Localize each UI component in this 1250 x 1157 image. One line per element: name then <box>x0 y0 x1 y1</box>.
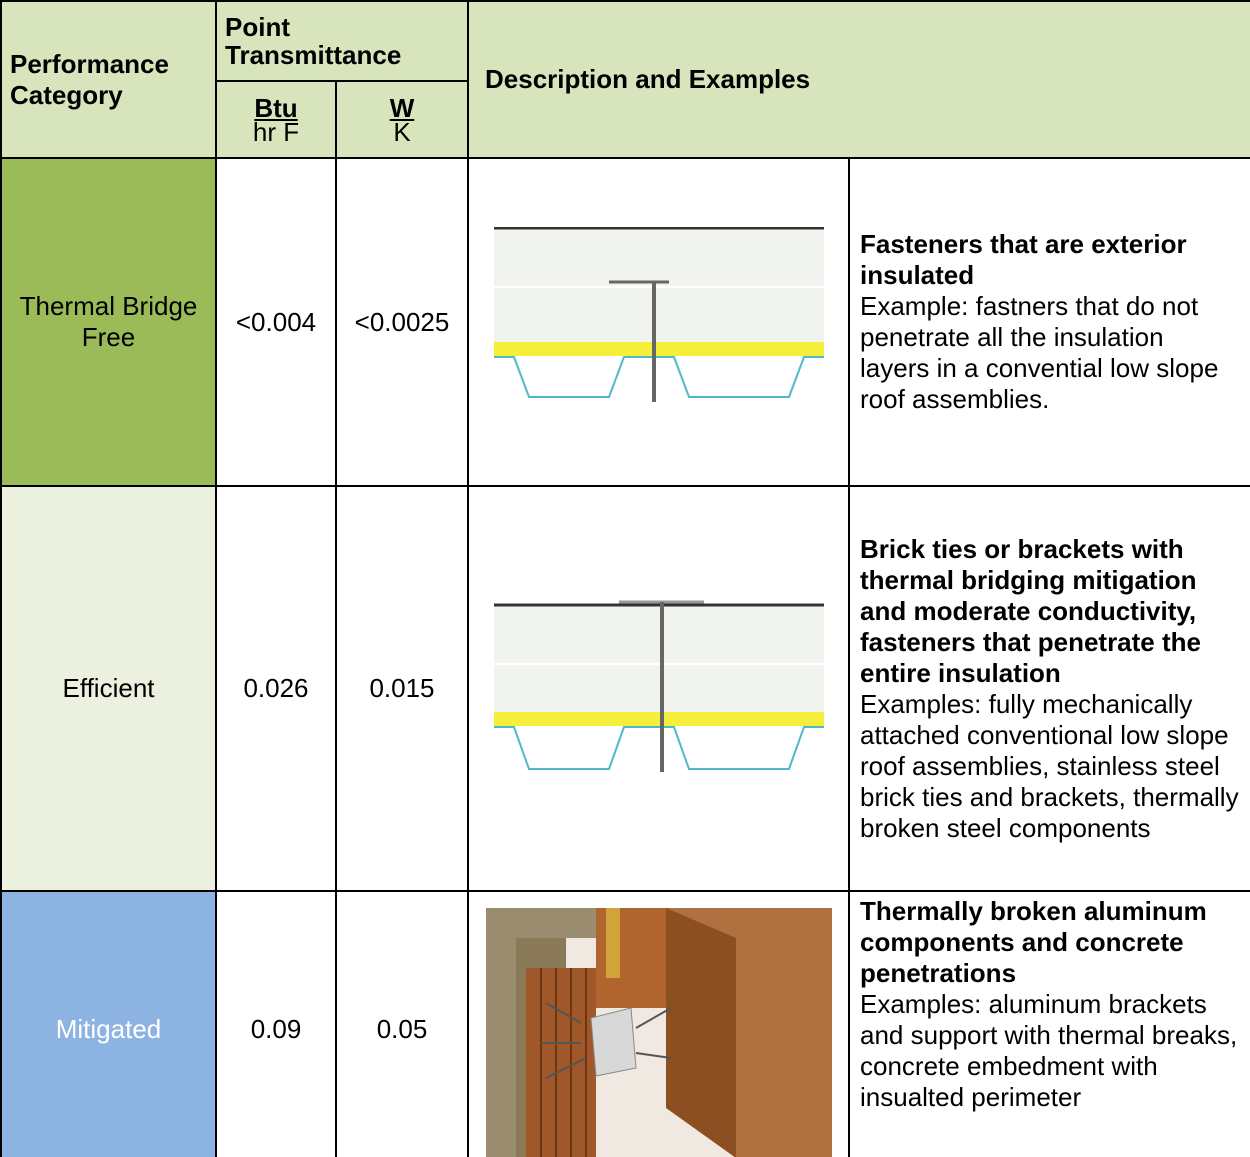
description-title: Brick ties or brackets with thermal brid… <box>860 533 1201 688</box>
roof-diagram <box>493 600 824 772</box>
image-cell <box>467 485 850 892</box>
w-value: 0.05 <box>335 890 469 1157</box>
unit-denominator: K <box>393 116 411 147</box>
bracket-render <box>485 908 832 1157</box>
w-value: <0.0025 <box>335 157 469 487</box>
description-example: Example: fastners that do not penetrate … <box>860 291 1219 414</box>
description: Brick ties or brackets with thermal brid… <box>847 485 1250 892</box>
row: Efficient 0.026 0.015 Brick ties or brac… <box>0 485 1250 892</box>
description: Thermally broken aluminum components and… <box>847 890 1250 1157</box>
w-value: 0.015 <box>335 485 469 892</box>
btu-value: <0.004 <box>215 157 337 487</box>
category: Efficient <box>0 485 217 892</box>
unit-btu: Btu hr F <box>215 80 337 159</box>
description-example: Examples: aluminum brackets and support … <box>860 989 1238 1112</box>
header-row: Performance Category Point Transmittance… <box>0 0 1250 159</box>
btu-value: 0.026 <box>215 485 337 892</box>
unit-denominator: hr F <box>252 116 300 147</box>
header-category: Performance Category <box>0 0 217 159</box>
image-cell <box>467 157 850 487</box>
unit-numerator: W <box>389 92 415 123</box>
category: Thermal Bridge Free <box>0 157 217 487</box>
header-description: Description and Examples <box>466 0 1250 159</box>
unit-numerator: Btu <box>254 92 298 123</box>
row: Mitigated 0.09 0.05 Thermally broken alu… <box>0 890 1250 1157</box>
image-cell <box>467 890 850 1157</box>
header-transmittance: Point Transmittance <box>215 0 469 82</box>
description: Fasteners that are exterior insulated Exa… <box>847 157 1250 487</box>
btu-value: 0.09 <box>215 890 337 1157</box>
description-example: Examples: fully mechanically attached co… <box>860 688 1239 843</box>
category: Mitigated <box>0 890 217 1157</box>
roof-diagram <box>493 227 824 402</box>
row: Thermal Bridge Free <0.004 <0.0025 Faste… <box>0 157 1250 487</box>
description-title: Thermally broken aluminum components and… <box>860 896 1207 988</box>
description-title: Fasteners that are exterior insulated <box>860 229 1187 290</box>
